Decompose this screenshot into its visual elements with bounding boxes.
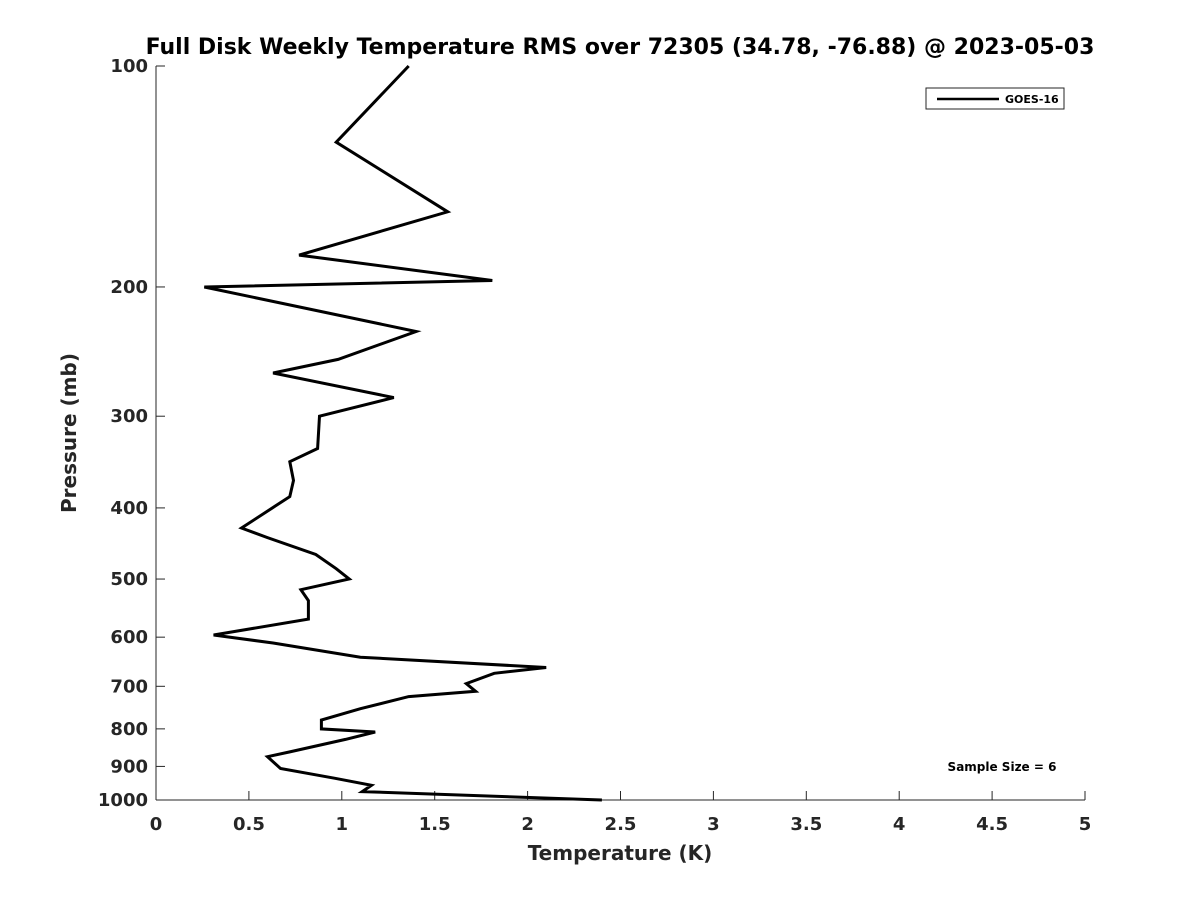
x-tick-label: 3: [707, 814, 720, 835]
x-tick-label: 3.5: [790, 814, 822, 835]
x-tick-label: 4.5: [976, 814, 1008, 835]
x-tick-label: 1: [336, 814, 349, 835]
y-tick-label: 700: [110, 676, 148, 697]
plot-area: 0 0.5 1 1.5 2 2.5 3 3.5 4 4.5 5 100 200 300 400 500 600…: [98, 56, 1091, 835]
plot-frame: [156, 66, 1085, 800]
series-layer: [203, 64, 602, 802]
y-tick-label: 1000: [98, 790, 148, 811]
legend-label-goes-16: GOES-16: [1005, 93, 1059, 106]
x-tick-label: 0.5: [233, 814, 265, 835]
sample-size-annotation: Sample Size = 6: [948, 760, 1057, 774]
y-tick-label: 100: [110, 56, 148, 77]
y-tick-label: 800: [110, 719, 148, 740]
y-tick-label: 500: [110, 569, 148, 590]
y-tick-label: 400: [110, 498, 148, 519]
x-tick-label: 2.5: [605, 814, 637, 835]
legend: GOES-16: [925, 87, 1065, 110]
x-tick-label: 2: [521, 814, 534, 835]
y-axis-label: Pressure (mb): [57, 353, 81, 513]
y-tick-label: 600: [110, 627, 148, 648]
x-ticks: 0 0.5 1 1.5 2 2.5 3 3.5 4 4.5 5: [150, 791, 1092, 835]
y-tick-label: 900: [110, 756, 148, 777]
series-line-goes-16: [203, 64, 602, 802]
y-tick-label: 200: [110, 277, 148, 298]
x-tick-label: 4: [893, 814, 906, 835]
chart-title: Full Disk Weekly Temperature RMS over 72…: [146, 35, 1095, 60]
y-ticks: 100 200 300 400 500 600 700 800 900 1000: [98, 56, 165, 811]
x-axis-label: Temperature (K): [528, 841, 713, 865]
x-tick-label: 0: [150, 814, 163, 835]
y-tick-label: 300: [110, 406, 148, 427]
x-tick-label: 5: [1079, 814, 1092, 835]
x-tick-label: 1.5: [419, 814, 451, 835]
